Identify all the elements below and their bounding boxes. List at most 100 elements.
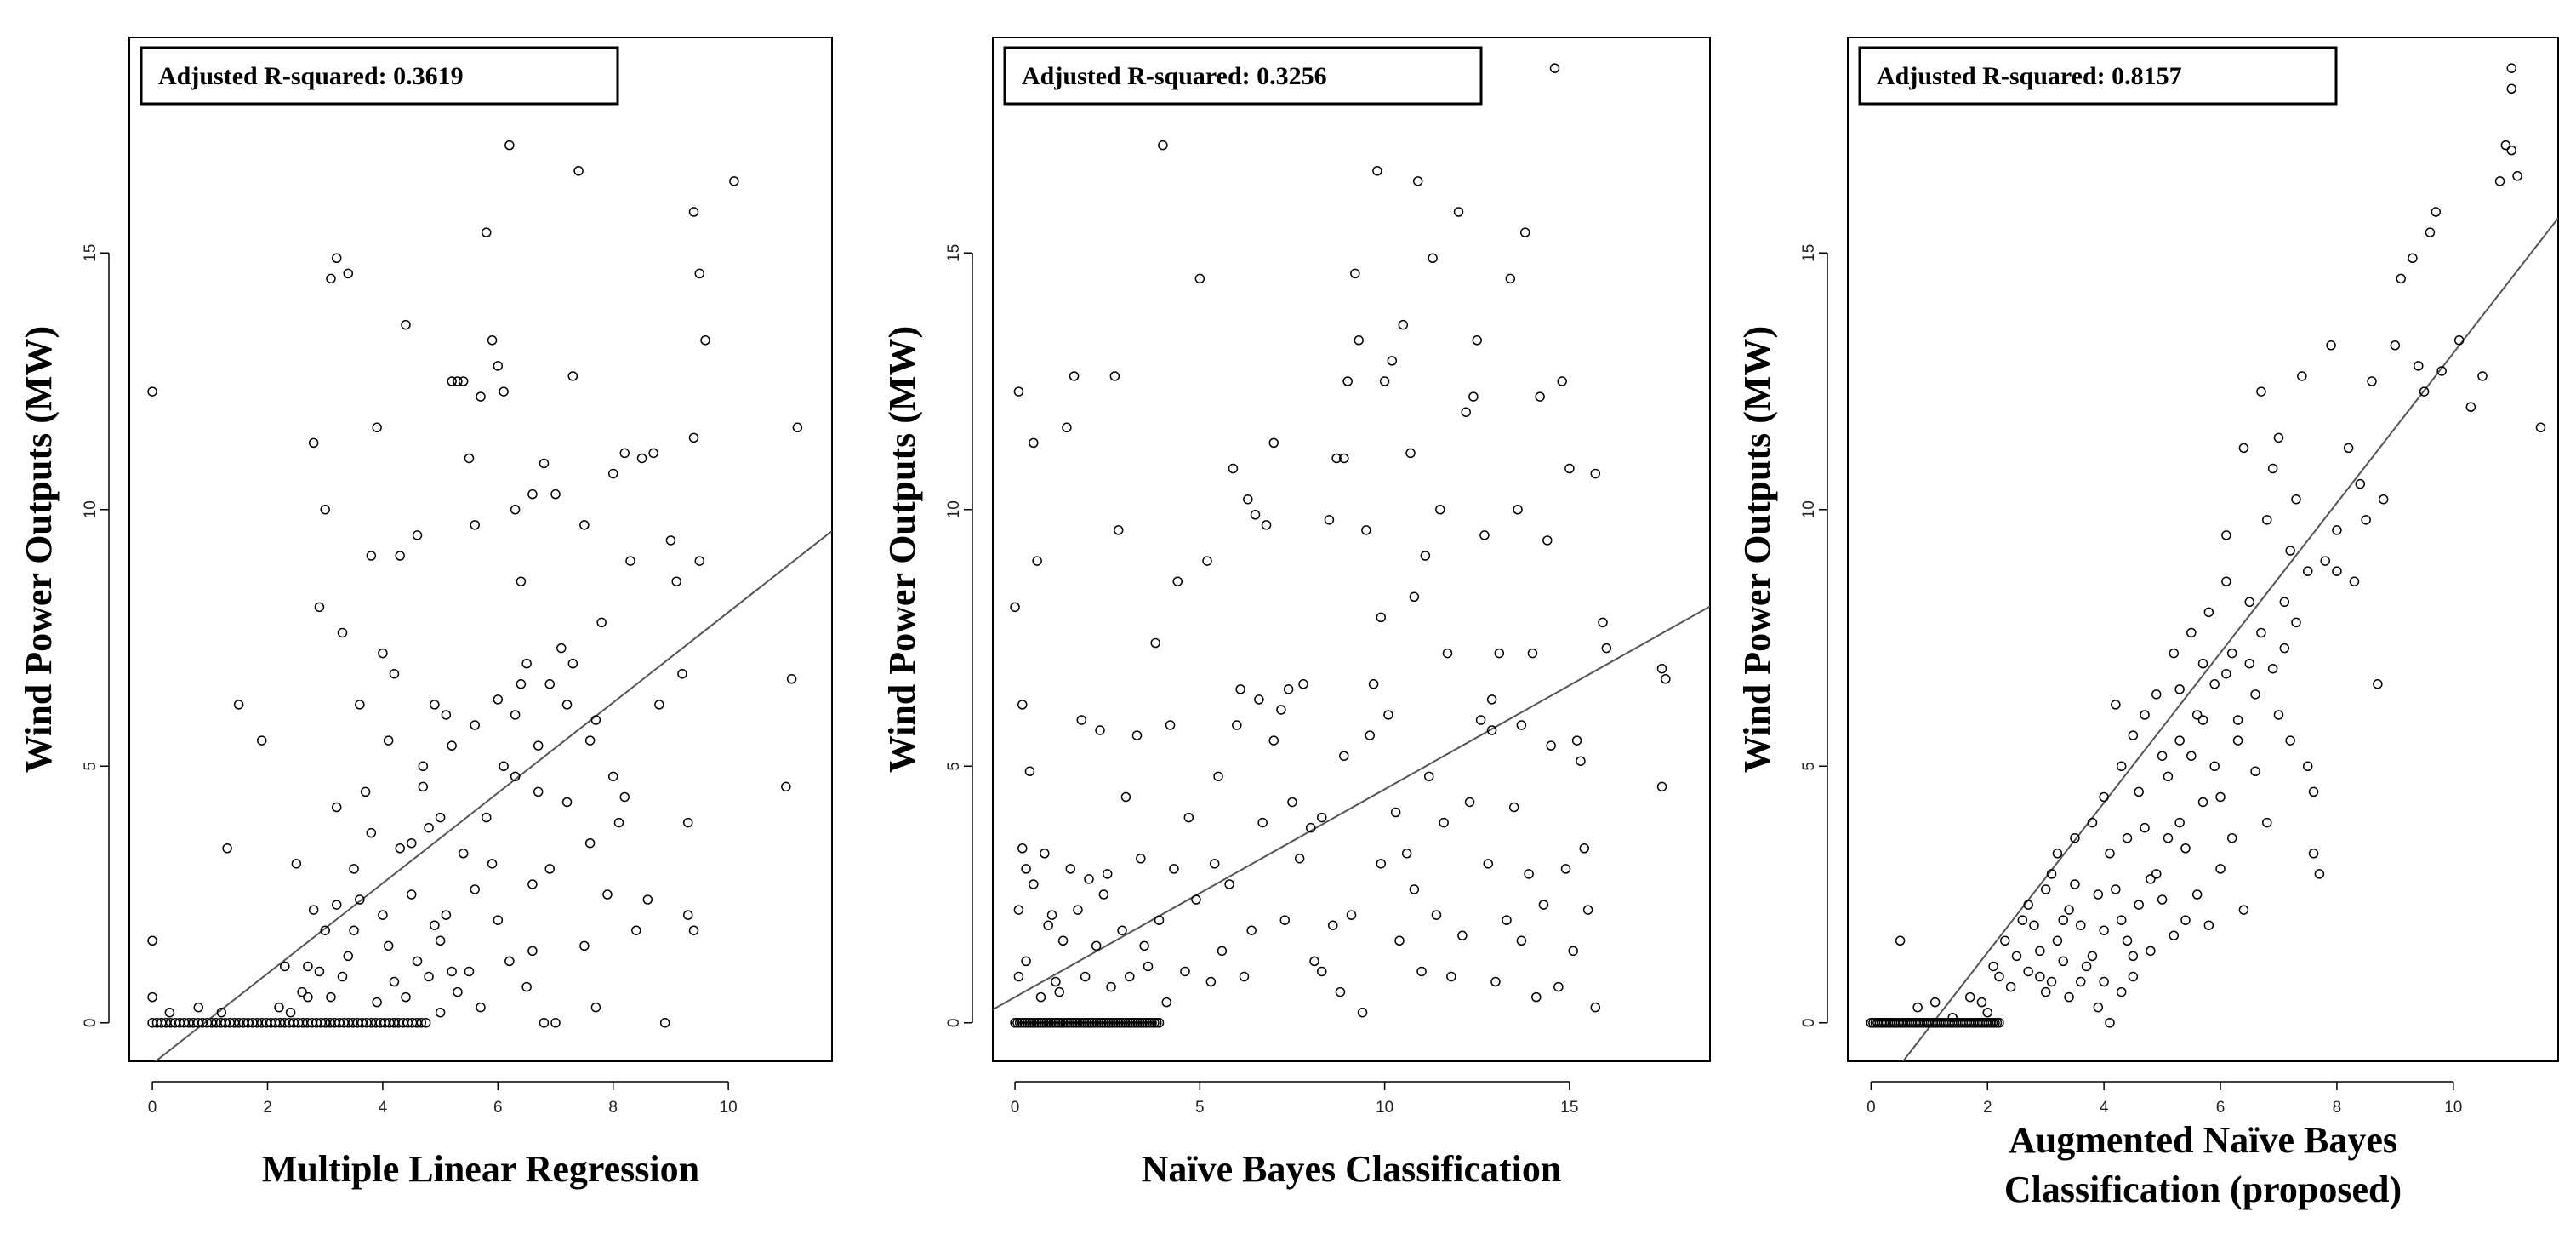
data-point: [2174, 735, 2185, 746]
data-point: [1073, 905, 1083, 915]
data-point: [539, 458, 550, 469]
data-point: [303, 991, 313, 1003]
data-point: [677, 668, 687, 679]
data-point: [1424, 771, 1434, 782]
data-point: [584, 837, 596, 849]
data-point: [2221, 530, 2231, 540]
data-point: [792, 422, 803, 433]
data-point: [1131, 730, 1143, 740]
data-point: [636, 453, 647, 464]
data-point: [1180, 966, 1190, 977]
data-point: [1994, 1018, 2004, 1028]
data-point: [2076, 920, 2086, 930]
data-point: [1032, 556, 1042, 566]
data-point: [527, 489, 538, 500]
data-point: [1590, 468, 1601, 479]
data-point: [1976, 997, 1987, 1008]
data-point: [2396, 273, 2406, 284]
data-point: [1294, 854, 1305, 864]
data-point: [1361, 525, 1371, 535]
data-point: [550, 1018, 561, 1028]
data-point: [1243, 494, 1253, 505]
data-point: [1043, 920, 1053, 930]
data-point: [631, 925, 641, 935]
data-point: [2105, 849, 2115, 859]
data-point: [1502, 915, 1512, 925]
data-point: [2180, 843, 2191, 854]
data-point: [297, 986, 307, 997]
data-point: [1435, 505, 1445, 515]
data-point: [1084, 874, 1094, 884]
data-point: [2081, 961, 2092, 972]
data-point: [395, 843, 405, 854]
data-point: [1656, 781, 1667, 792]
data-point: [2064, 991, 2074, 1003]
data-point: [533, 786, 544, 797]
data-point: [2140, 710, 2150, 720]
data-point: [1183, 812, 1194, 823]
data-point: [1564, 463, 1575, 474]
x-tick-label: 6: [2216, 1099, 2226, 1117]
data-point: [1988, 961, 1998, 972]
data-point: [1120, 791, 1131, 803]
x-tick-label: 10: [720, 1099, 738, 1117]
data-point: [2111, 884, 2121, 894]
r-squared-box: [1858, 46, 2338, 106]
data-point: [2186, 751, 2197, 761]
r-squared-box: [140, 46, 619, 106]
data-point: [366, 827, 377, 838]
data-point: [430, 920, 440, 930]
data-point: [2465, 402, 2476, 412]
data-point: [1150, 637, 1160, 649]
data-point: [1379, 376, 1390, 386]
data-point: [1446, 971, 1456, 982]
data-point: [441, 710, 452, 720]
data-point: [2191, 710, 2203, 720]
data-point: [1305, 822, 1316, 833]
data-point: [2116, 986, 2127, 997]
data-point: [2367, 376, 2377, 386]
data-point: [2134, 900, 2144, 910]
data-point: [561, 700, 573, 710]
data-point: [1368, 679, 1379, 689]
data-point: [331, 802, 342, 813]
data-point: [2186, 627, 2197, 638]
data-point: [2140, 822, 2150, 833]
data-point: [1376, 612, 1387, 623]
data-point: [1365, 730, 1375, 740]
x-axis-title: Multiple Linear Regression: [262, 1148, 699, 1190]
data-point: [147, 386, 157, 397]
data-point: [435, 812, 446, 823]
data-point: [2250, 766, 2260, 777]
data-point: [2226, 832, 2237, 843]
data-point: [1316, 812, 1327, 823]
data-point: [1590, 1002, 1601, 1013]
plot-frame: [128, 37, 833, 1062]
data-point: [1224, 879, 1234, 889]
data-point: [1372, 166, 1382, 176]
data-point: [2163, 771, 2174, 782]
data-point: [1601, 643, 1612, 654]
data-point: [378, 648, 388, 659]
data-point: [320, 1018, 330, 1028]
data-point: [1350, 268, 1360, 279]
chart-panel-3: 0 2 4 6 8 10 0 5 10 15 Wind Power Outputs (MW) Augm…: [1736, 37, 2559, 1210]
data-point: [521, 981, 532, 992]
data-point: [2174, 817, 2185, 828]
data-point: [607, 468, 618, 479]
data-point: [2191, 889, 2203, 900]
data-point: [2017, 915, 2028, 925]
data-point: [2099, 791, 2109, 803]
data-point: [1021, 864, 1031, 874]
y-tick-label: 5: [1800, 762, 1818, 771]
data-point: [2052, 849, 2063, 859]
data-point: [2029, 920, 2039, 930]
data-point: [1165, 720, 1176, 730]
data-point: [1205, 976, 1217, 987]
data-point: [1486, 725, 1497, 735]
data-point: [1420, 551, 1431, 561]
data-point: [2174, 684, 2185, 694]
data-point: [2040, 986, 2051, 997]
x-axis-title: Augmented Naïve Bayes: [2009, 1119, 2397, 1161]
data-point: [1017, 700, 1028, 710]
